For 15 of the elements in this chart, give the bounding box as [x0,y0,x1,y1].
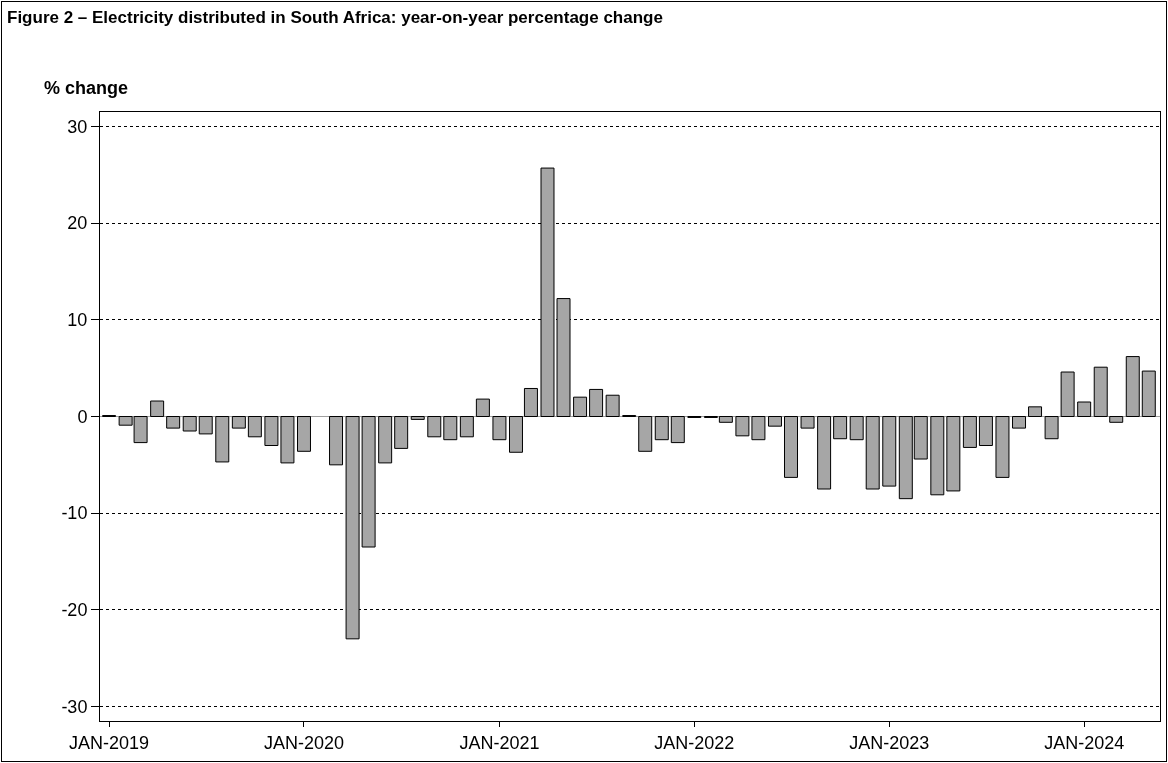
y-tick-label: -30 [61,696,88,717]
y-tick-label: -10 [61,503,88,524]
y-tick-label: 30 [67,116,88,137]
x-tick-label: JAN-2024 [1044,732,1125,753]
x-tick-label: JAN-2022 [654,732,735,753]
x-tick-label: JAN-2019 [69,732,150,753]
x-tick-label: JAN-2020 [263,732,345,753]
y-tick-label: -20 [61,600,88,621]
y-tick-label: 0 [77,406,88,427]
x-tick-label: JAN-2023 [849,732,930,753]
x-tick-label: JAN-2021 [459,732,540,753]
y-tick-label: 10 [67,310,88,331]
y-tick-label: 20 [67,213,88,234]
chart-title: Figure 2 – Electricity distributed in South Africa: year-on-year percentage change [7,8,663,28]
y-axis-title: % change [44,78,129,98]
